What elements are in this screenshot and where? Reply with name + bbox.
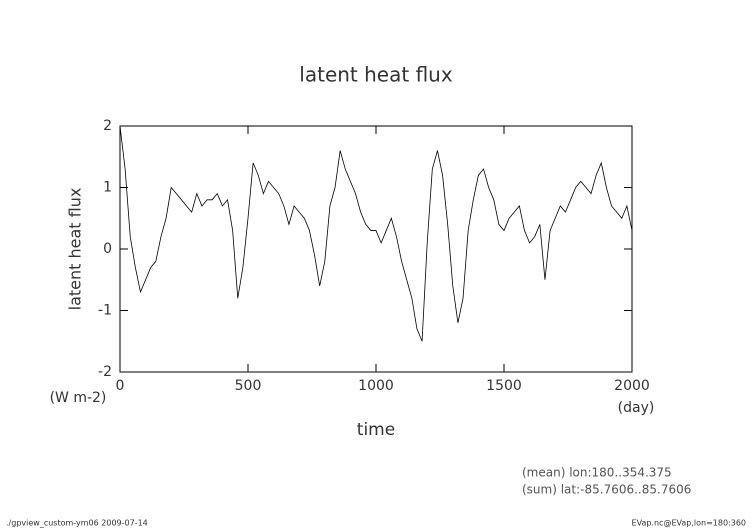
y-tick-label: -2 [98, 364, 112, 380]
x-tick-label: 2000 [614, 378, 650, 394]
y-axis-label: latent heat flux [66, 188, 85, 311]
footer-left: ./gpview_custom-ym06 2009-07-14 [6, 519, 148, 528]
y-tick-label: 0 [103, 241, 112, 257]
y-units: (W m-2) [50, 390, 107, 406]
plot-frame [119, 125, 633, 373]
x-axis-label: time [357, 420, 395, 440]
annotation: (sum) lat:-85.7606..85.7606 [522, 483, 691, 497]
chart-title: latent heat flux [299, 63, 453, 87]
x-tick-label: 1000 [358, 378, 394, 394]
x-tick-label: 1500 [486, 378, 522, 394]
y-tick-label: -1 [98, 303, 112, 319]
series-line [119, 125, 633, 342]
annotation: (mean) lon:180..354.375 [522, 466, 672, 480]
x-units: (day) [618, 400, 655, 416]
x-tick-label: 500 [235, 378, 262, 394]
footer-right: EVap.nc@EVap,lon=180:360 [632, 519, 746, 528]
y-tick-label: 1 [103, 180, 112, 196]
y-tick-label: 2 [103, 118, 112, 134]
x-tick-label: 0 [116, 378, 125, 394]
